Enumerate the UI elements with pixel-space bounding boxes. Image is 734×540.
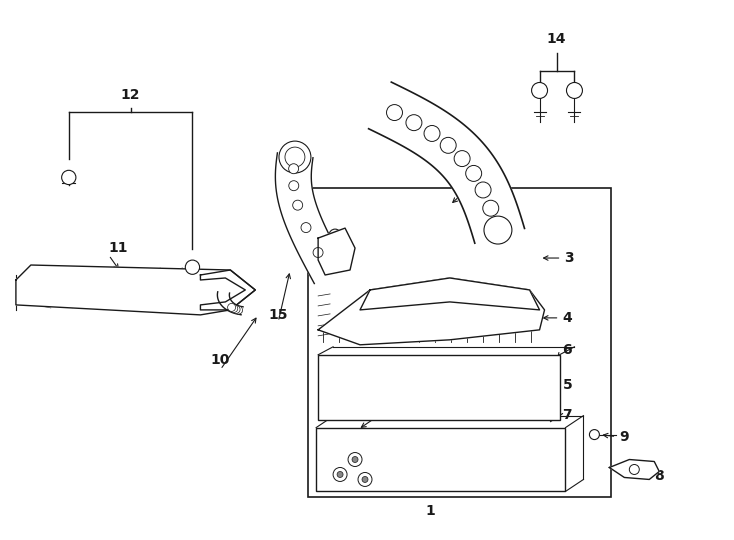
Circle shape <box>567 83 583 98</box>
Circle shape <box>440 137 456 153</box>
Circle shape <box>333 468 347 482</box>
Circle shape <box>279 141 311 173</box>
Text: 2: 2 <box>313 258 322 272</box>
Circle shape <box>293 200 302 210</box>
Bar <box>316 428 565 491</box>
Text: 7: 7 <box>562 408 572 422</box>
Circle shape <box>358 472 372 487</box>
Circle shape <box>454 151 470 166</box>
Polygon shape <box>360 278 539 310</box>
Polygon shape <box>217 292 243 315</box>
Circle shape <box>313 247 323 258</box>
Bar <box>318 355 559 420</box>
Circle shape <box>352 456 358 462</box>
Text: 5: 5 <box>562 377 573 392</box>
Circle shape <box>465 165 482 181</box>
Polygon shape <box>368 82 525 243</box>
Circle shape <box>424 125 440 141</box>
Polygon shape <box>318 228 355 275</box>
Text: 1: 1 <box>425 504 435 518</box>
Circle shape <box>629 464 639 475</box>
Text: 12: 12 <box>121 89 140 103</box>
Circle shape <box>235 306 242 314</box>
Polygon shape <box>318 278 545 345</box>
Text: 15: 15 <box>269 308 288 322</box>
Circle shape <box>475 182 491 198</box>
Circle shape <box>228 303 236 312</box>
Polygon shape <box>200 270 255 310</box>
Circle shape <box>230 305 238 313</box>
Circle shape <box>288 181 299 191</box>
Circle shape <box>531 83 548 98</box>
Text: 4: 4 <box>562 311 573 325</box>
Circle shape <box>348 453 362 467</box>
Circle shape <box>232 306 240 313</box>
Polygon shape <box>275 153 346 284</box>
Circle shape <box>285 147 305 167</box>
Text: 14: 14 <box>547 32 566 45</box>
Circle shape <box>484 216 512 244</box>
Text: 8: 8 <box>654 469 664 483</box>
Circle shape <box>387 105 402 120</box>
Text: 13: 13 <box>476 176 495 190</box>
Text: 10: 10 <box>211 353 230 367</box>
Circle shape <box>62 170 76 185</box>
Circle shape <box>483 200 498 216</box>
Text: 9: 9 <box>619 430 629 443</box>
Circle shape <box>337 471 343 477</box>
Bar <box>308 188 611 497</box>
Text: 6: 6 <box>562 343 572 357</box>
Circle shape <box>185 260 200 274</box>
Polygon shape <box>609 460 659 480</box>
Circle shape <box>288 164 299 174</box>
Text: 3: 3 <box>564 251 574 265</box>
Circle shape <box>406 114 422 131</box>
Text: 11: 11 <box>109 241 128 255</box>
Polygon shape <box>16 265 255 315</box>
Circle shape <box>301 222 311 233</box>
Circle shape <box>362 476 368 482</box>
Circle shape <box>589 430 600 440</box>
Circle shape <box>329 229 341 241</box>
Circle shape <box>332 232 338 238</box>
